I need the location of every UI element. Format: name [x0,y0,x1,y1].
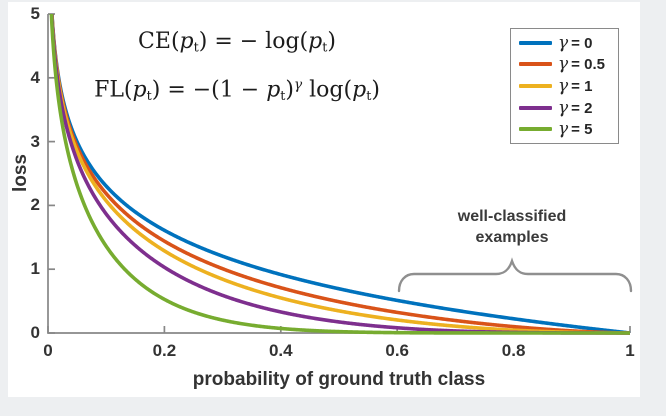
x-tick-label-0.8: 0.8 [501,341,526,360]
legend-item-gamma-0: γ = 0 [519,33,618,53]
legend-line-sample-gamma-0 [519,40,552,45]
y-tick-label-2: 2 [30,195,40,215]
legend-line-sample-gamma-0.5 [519,62,552,67]
legend-label-gamma-2: γ = 2 [558,97,593,118]
legend-label-gamma-1: γ = 1 [558,75,593,96]
equation-token: t [146,88,152,104]
curves-group [49,14,631,335]
equation-fl: FL(pt) = −(1 − pt)γ log(pt) [72,67,402,115]
legend-item-gamma-0.5: γ = 0.5 [519,54,618,74]
equation-token: log( [302,77,353,103]
x-tick-label-0.6: 0.6 [385,341,410,360]
x-axis-label: probability of ground truth class [192,369,486,390]
x-tick-label-0: 0 [43,341,53,360]
equation-token: t [193,40,199,56]
legend: γ = 0 γ = 0.5 γ = 1 γ = 2 γ = 5 [510,28,619,144]
x-tick-label-0.4: 0.4 [268,341,293,360]
equation-token: ) [327,29,336,54]
legend-label-gamma-5: γ = 5 [558,119,593,140]
legend-line-sample-gamma-2 [519,105,552,110]
curve-gamma-5 [49,14,631,335]
well-classified-annotation: well-classified examples [458,206,567,248]
equations-block: CE(pt) = − log(pt) FL(pt) = −(1 − pt)γ l… [72,24,402,115]
equation-token: p [308,29,323,54]
equation-token: CE( [138,29,180,54]
equation-token: ) [285,77,294,103]
legend-label-gamma-0: γ = 0 [558,32,593,53]
curve-gamma-0 [50,14,631,335]
equation-token: γ [294,76,303,93]
legend-line-sample-gamma-1 [519,83,552,88]
legend-item-gamma-1: γ = 1 [519,76,618,96]
equation-token: p [266,77,281,103]
equation-token: t [280,88,286,104]
equation-token: p [179,29,194,54]
equation-token: p [132,77,147,103]
legend-item-gamma-2: γ = 2 [519,98,618,118]
x-tick-label-0.2: 0.2 [152,341,177,360]
curve-gamma-0.5 [50,14,631,335]
y-axis-label: loss [10,153,31,193]
annotation-line-1: well-classified [457,208,567,225]
equation-token: FL( [94,77,133,103]
y-tick-label-0: 0 [30,323,40,342]
equation-ce: CE(pt) = − log(pt) [72,24,402,67]
equation-token: ) [371,77,380,103]
y-tick-label-4: 4 [30,67,40,87]
legend-item-gamma-5: γ = 5 [519,119,618,139]
legend-line-sample-gamma-5 [519,127,552,132]
equation-token: ) = − log( [198,29,309,54]
x-tick-label-1: 1 [625,341,635,360]
y-tick-label-5: 5 [30,4,40,23]
y-tick-label-3: 3 [30,131,40,151]
annotation-line-2: examples [475,229,549,246]
equation-token: p [352,77,367,103]
equation-token: t [322,40,328,56]
equation-token: t [366,88,372,104]
legend-label-gamma-0.5: γ = 0.5 [558,54,605,75]
equation-token: ) = −(1 − [151,77,267,103]
brace [397,257,633,293]
y-tick-label-1: 1 [30,259,40,279]
